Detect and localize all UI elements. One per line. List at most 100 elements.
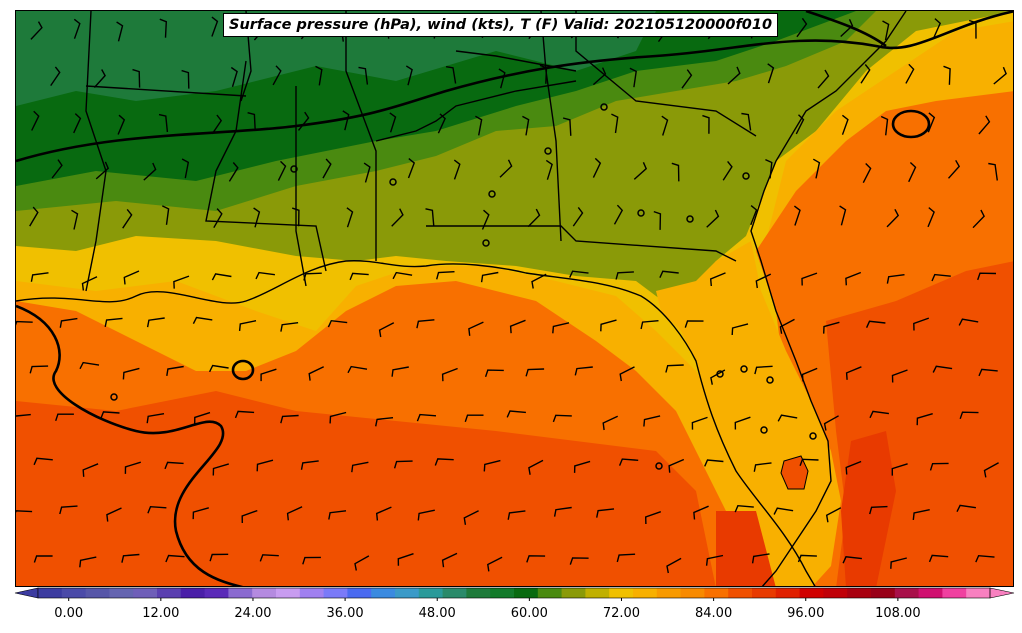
colorbar-swatch <box>228 588 253 598</box>
wind-barb <box>29 365 49 374</box>
wind-barb <box>30 21 43 40</box>
wind-barb <box>351 461 369 473</box>
wind-barb <box>931 273 951 282</box>
wind-barb <box>228 162 239 182</box>
wind-barb <box>796 17 808 38</box>
wind-barb <box>33 457 53 466</box>
wind-barb <box>572 206 584 227</box>
wind-barb <box>417 509 435 521</box>
wind-barb <box>734 416 751 430</box>
wind-barb <box>552 414 572 423</box>
wind-barb <box>16 510 33 514</box>
wind-barb <box>192 507 209 520</box>
wind-barb <box>329 411 347 424</box>
wind-barb <box>453 159 461 180</box>
wind-barb <box>799 458 819 467</box>
colorbar-swatch <box>514 588 539 598</box>
wind-barb <box>405 65 413 86</box>
wind-barb <box>391 366 409 377</box>
wind-barb <box>527 208 541 228</box>
wind-barb <box>562 117 572 136</box>
colorbar-swatch <box>894 588 920 598</box>
wind-barb <box>349 272 369 281</box>
colorbar-swatch <box>490 588 515 598</box>
wind-barb <box>192 316 213 325</box>
wind-barb <box>100 411 120 419</box>
wind-barb <box>95 161 110 180</box>
wind-barb <box>378 322 395 338</box>
colorbar-extend-min <box>14 587 39 599</box>
wind-barb <box>616 553 636 563</box>
wind-barb <box>705 554 724 566</box>
colorbar-swatch <box>323 588 348 598</box>
wind-barb <box>943 65 951 85</box>
wind-barb <box>499 159 513 178</box>
wind-barb <box>773 507 794 515</box>
colorbar-tick-label: 108.00 <box>875 606 921 621</box>
wind-barb <box>750 205 758 226</box>
wind-barb <box>354 555 370 571</box>
wind-barb <box>209 553 229 562</box>
colorbar-tick-label: 72.00 <box>602 606 641 621</box>
wind-barb <box>375 417 394 427</box>
wind-barb <box>104 317 123 328</box>
colorbar-swatch <box>466 588 491 598</box>
wind-barb <box>468 321 484 336</box>
wind-barb <box>526 555 546 563</box>
wind-barb <box>506 410 526 418</box>
wind-barb <box>666 557 682 574</box>
wind-barb <box>234 410 255 419</box>
wind-barb <box>600 319 617 332</box>
colorbar-tick-label: 60.00 <box>510 606 548 621</box>
wind-barb <box>416 319 435 329</box>
wind-barb <box>611 113 619 134</box>
wind-barb <box>93 69 106 88</box>
wind-barb <box>956 504 977 513</box>
wind-barb <box>553 506 572 517</box>
wind-barb <box>441 367 458 382</box>
wind-barb <box>659 270 679 278</box>
colorbar-swatch <box>204 588 229 598</box>
wind-barb <box>890 557 907 569</box>
wind-barb <box>79 556 97 568</box>
wind-barb <box>315 65 323 86</box>
wind-barb <box>731 323 749 336</box>
wind-barb <box>927 207 935 228</box>
wind-barb <box>629 67 637 88</box>
wind-barb <box>55 413 74 422</box>
wind-barb <box>978 368 998 377</box>
wind-barb <box>375 506 392 521</box>
wind-barb <box>436 271 455 280</box>
pressure-contours <box>16 11 1013 586</box>
wind-barb <box>862 163 872 184</box>
colorbar-swatch <box>823 588 848 598</box>
wind-barb <box>545 159 553 180</box>
wind-barb <box>933 18 942 39</box>
colorbar-swatch <box>775 588 801 598</box>
wind-barb <box>50 66 61 86</box>
map-panel <box>15 10 1014 587</box>
wind-barb <box>256 459 274 472</box>
colorbar-swatch <box>418 588 444 598</box>
wind-barb <box>528 459 544 475</box>
wind-barb <box>346 207 354 228</box>
wind-barb <box>29 206 39 227</box>
wind-barb <box>363 162 371 183</box>
wind-barb <box>484 369 504 378</box>
colorbar-swatch <box>752 588 777 598</box>
wind-barb <box>765 158 773 179</box>
wind-barb <box>681 69 693 89</box>
wind-barb <box>665 364 684 373</box>
wind-barb <box>988 162 998 181</box>
wind-barb <box>146 317 165 328</box>
wind-barb <box>211 273 232 281</box>
wind-barb <box>643 415 661 427</box>
wind-barb <box>297 111 310 131</box>
wind-barb <box>793 205 801 226</box>
colorbar-swatch <box>395 588 420 598</box>
wind-barb <box>122 208 133 229</box>
wind-barb <box>753 462 772 472</box>
colorbar-swatch <box>704 588 729 598</box>
colorbar-tick-label: 48.00 <box>418 606 456 621</box>
wind-barb <box>280 322 299 332</box>
